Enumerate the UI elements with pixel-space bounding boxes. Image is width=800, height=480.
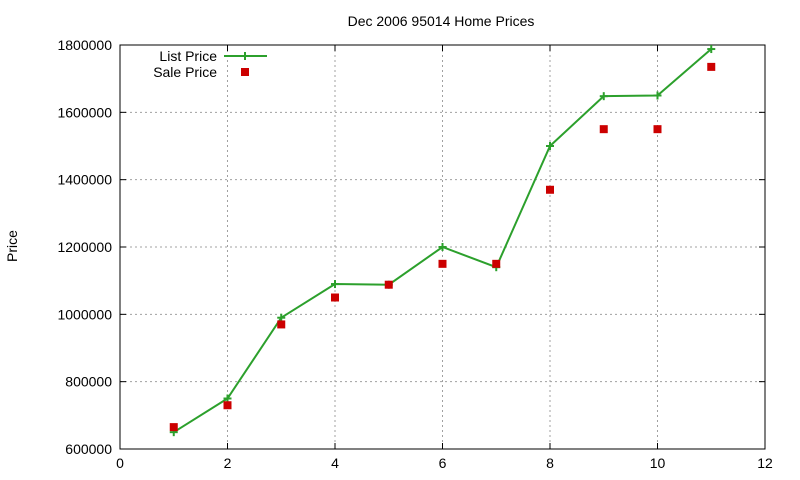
series-sale-price — [169, 62, 716, 432]
data-point — [707, 45, 716, 54]
data-point — [599, 125, 608, 134]
x-tick-label: 0 — [116, 455, 124, 471]
x-tick-label: 12 — [757, 455, 773, 471]
y-tick-label: 800000 — [65, 374, 112, 390]
y-tick-label: 1800000 — [57, 37, 112, 53]
y-axis-label: Price — [4, 230, 20, 262]
data-point — [384, 280, 393, 289]
y-tick-label: 1400000 — [57, 172, 112, 188]
data-point — [653, 91, 662, 100]
x-tick-label: 6 — [439, 455, 447, 471]
data-point — [277, 313, 286, 322]
legend-swatch-marker — [241, 68, 249, 76]
data-point — [438, 259, 447, 268]
legend-label: Sale Price — [153, 64, 217, 80]
legend-swatch-marker — [241, 52, 249, 60]
x-tick-label: 8 — [546, 455, 554, 471]
x-tick-label: 2 — [224, 455, 232, 471]
y-tick-label: 1600000 — [57, 104, 112, 120]
data-point — [492, 259, 501, 268]
x-tick-label: 10 — [650, 455, 666, 471]
data-point — [599, 92, 608, 101]
data-point — [169, 423, 178, 432]
data-point — [438, 243, 447, 251]
y-tick-label: 1200000 — [57, 239, 112, 255]
data-point — [223, 394, 232, 403]
axes: 0 2 4 6 8 10 12 600000 800000 1000000 1200000 14000… — [57, 37, 773, 471]
data-point — [546, 185, 554, 194]
series-layer — [169, 45, 716, 437]
chart-title: Dec 2006 95014 Home Prices — [348, 13, 535, 29]
data-point — [277, 320, 286, 329]
y-tick-label: 1000000 — [57, 306, 112, 322]
data-point — [331, 280, 339, 289]
data-point — [331, 293, 339, 302]
y-tick-label: 600000 — [65, 441, 112, 457]
data-point — [707, 62, 716, 71]
x-tick-label: 4 — [331, 455, 339, 471]
data-point — [653, 125, 662, 134]
data-point — [546, 142, 554, 150]
data-point — [223, 401, 232, 410]
legend-label: List Price — [159, 48, 217, 64]
